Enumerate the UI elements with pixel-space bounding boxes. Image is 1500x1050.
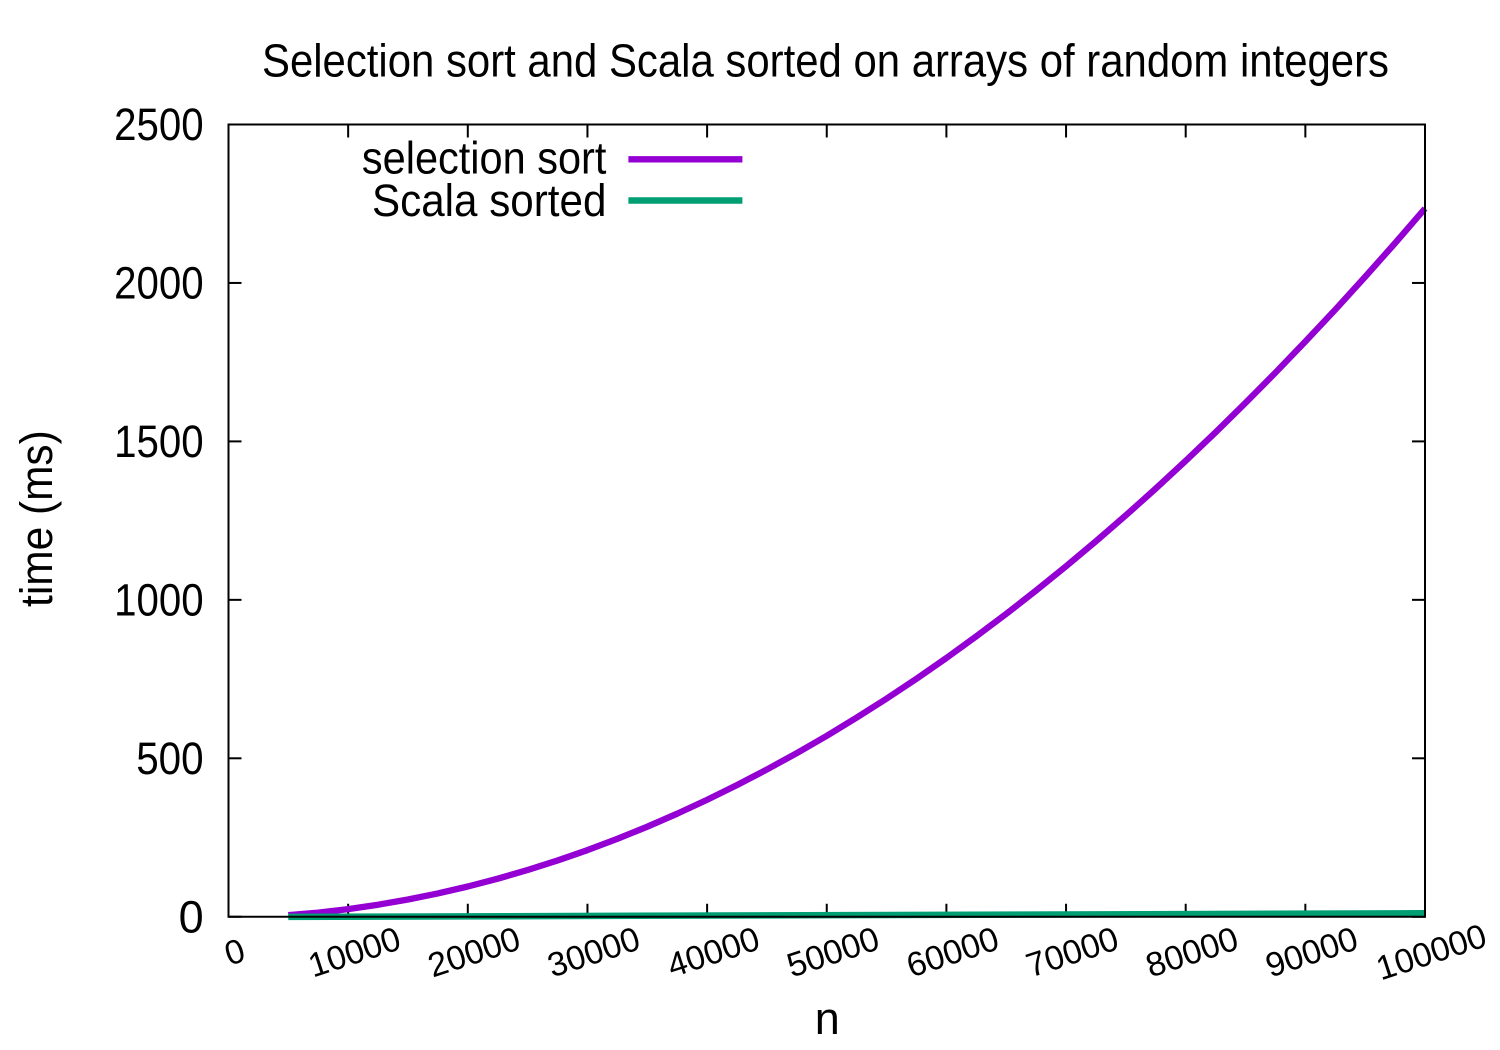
svg-text:0: 0 bbox=[179, 891, 204, 942]
svg-text:1000: 1000 bbox=[114, 574, 204, 625]
svg-text:Selection sort and Scala sorte: Selection sort and Scala sorted on array… bbox=[262, 35, 1389, 87]
svg-text:time (ms): time (ms) bbox=[11, 430, 62, 607]
svg-text:2500: 2500 bbox=[114, 99, 204, 150]
svg-text:500: 500 bbox=[136, 733, 203, 784]
svg-text:1500: 1500 bbox=[114, 416, 204, 467]
svg-text:n: n bbox=[815, 993, 840, 1044]
svg-text:Scala sorted: Scala sorted bbox=[372, 175, 606, 226]
svg-text:selection sort: selection sort bbox=[362, 133, 607, 184]
svg-text:2000: 2000 bbox=[114, 257, 204, 308]
